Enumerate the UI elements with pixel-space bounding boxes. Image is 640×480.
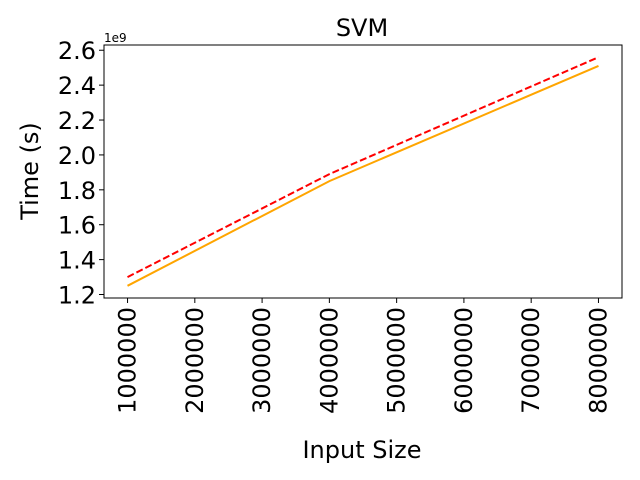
- y-tick-label: 2.0: [58, 142, 96, 170]
- y-axis: 1.2 1.4 1.6 1.8 2.0 2.2 2.4 2.6: [58, 37, 104, 310]
- series-line-0: [127, 56, 599, 278]
- series-line-1: [127, 64, 599, 287]
- x-axis: 1000000 2000000 3000000 4000000 5000000 60000…: [114, 298, 612, 414]
- x-axis-title: Input Size: [302, 436, 421, 464]
- y-axis-title: Time (s): [16, 122, 44, 221]
- y-offset-label: 1e9: [104, 31, 127, 45]
- plot-area: [103, 44, 623, 299]
- y-tick-label: 1.6: [58, 212, 96, 240]
- x-tick-label: 7000000: [517, 307, 545, 414]
- chart-title: SVM: [336, 14, 388, 42]
- x-tick-label: 6000000: [450, 307, 478, 414]
- y-tick-label: 2.6: [58, 37, 96, 65]
- x-tick-label: 8000000: [584, 307, 612, 414]
- y-tick-label: 1.8: [58, 177, 96, 205]
- y-tick-label: 2.2: [58, 107, 96, 135]
- x-tick-label: 4000000: [315, 307, 343, 414]
- y-tick-label: 1.2: [58, 282, 96, 310]
- x-tick-label: 2000000: [181, 307, 209, 414]
- x-tick-label: 1000000: [114, 307, 142, 414]
- series-layer: [127, 56, 599, 287]
- x-tick-label: 3000000: [248, 307, 276, 414]
- x-tick-label: 5000000: [383, 307, 411, 414]
- y-tick-label: 2.4: [58, 72, 96, 100]
- y-tick-label: 1.4: [58, 247, 96, 275]
